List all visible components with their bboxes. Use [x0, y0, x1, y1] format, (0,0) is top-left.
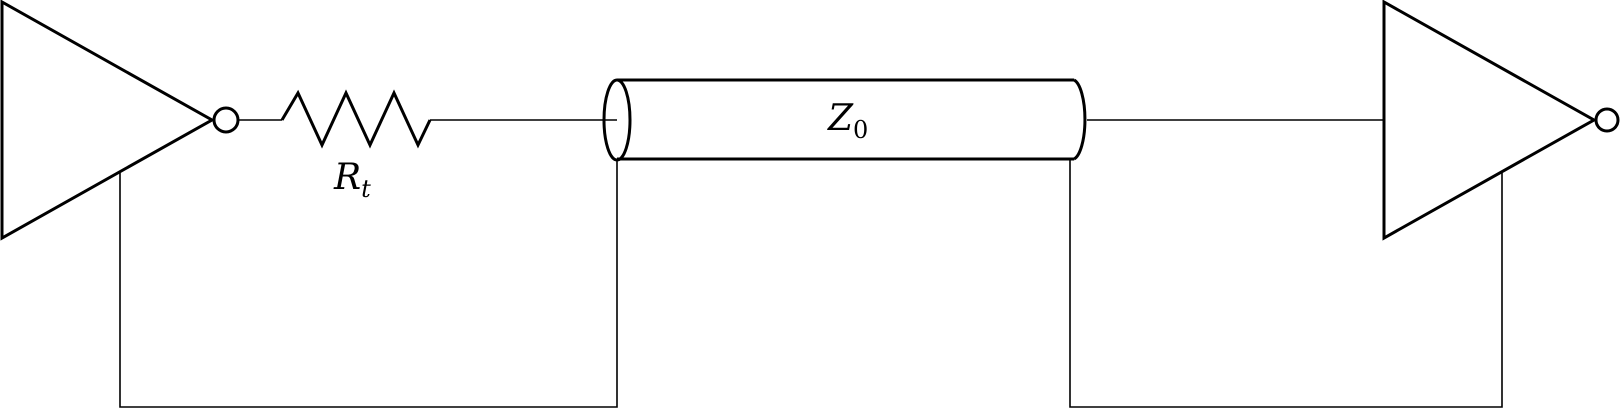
receiver-inverter	[1382, 0, 1620, 241]
resistor-label: Rt	[333, 157, 371, 203]
driver-bubble	[212, 106, 240, 134]
driver-triangle	[0, 0, 216, 241]
resistor-rt	[280, 89, 432, 149]
transmission-line-z0	[602, 78, 1087, 162]
receiver-triangle	[1382, 0, 1598, 241]
ground-return-right	[1069, 159, 1503, 408]
coax-right-end	[1073, 78, 1087, 161]
impedance-label: Z0	[827, 98, 868, 144]
ground-return-left	[119, 159, 618, 408]
receiver-bubble	[1594, 107, 1620, 133]
